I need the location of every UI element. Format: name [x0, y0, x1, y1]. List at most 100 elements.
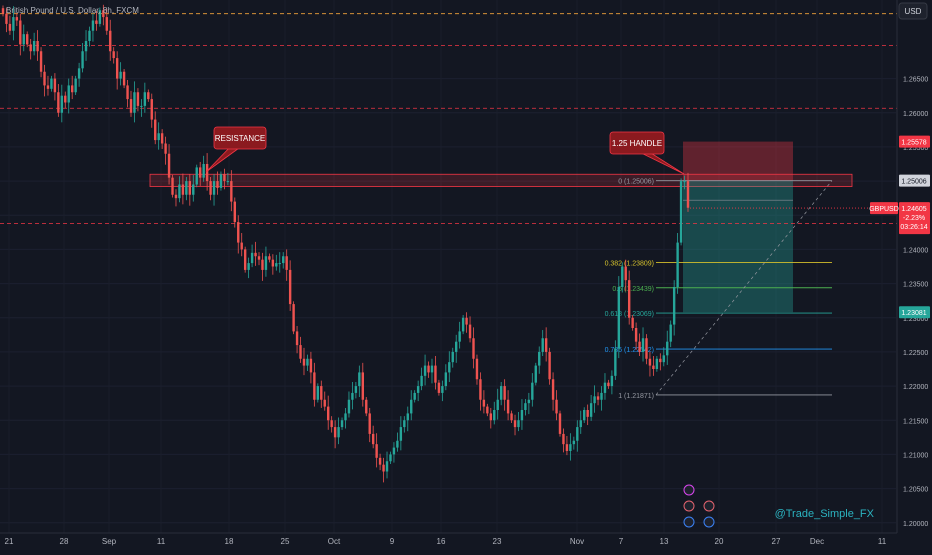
- candle[interactable]: [15, 17, 19, 21]
- candle[interactable]: [382, 464, 385, 472]
- candle[interactable]: [292, 304, 295, 332]
- candle[interactable]: [254, 252, 257, 257]
- event-marker-icon[interactable]: [703, 516, 715, 528]
- candle[interactable]: [427, 365, 430, 373]
- candle[interactable]: [122, 71, 126, 86]
- candle[interactable]: [1, 8, 5, 14]
- candle[interactable]: [558, 413, 562, 434]
- candle[interactable]: [237, 222, 240, 243]
- candle[interactable]: [285, 256, 288, 270]
- candle[interactable]: [347, 399, 351, 414]
- candle[interactable]: [548, 351, 551, 380]
- candle[interactable]: [489, 413, 493, 421]
- candle[interactable]: [520, 410, 524, 421]
- candle[interactable]: [26, 34, 29, 45]
- candle[interactable]: [133, 92, 136, 113]
- candle[interactable]: [482, 399, 486, 407]
- candle[interactable]: [396, 440, 399, 448]
- candle[interactable]: [624, 266, 627, 281]
- candle[interactable]: [410, 399, 413, 414]
- candle[interactable]: [555, 399, 558, 414]
- candle[interactable]: [205, 164, 209, 182]
- candle[interactable]: [479, 379, 482, 400]
- candle[interactable]: [544, 338, 548, 352]
- candle[interactable]: [330, 420, 333, 428]
- candle[interactable]: [631, 317, 634, 328]
- candle[interactable]: [306, 358, 309, 366]
- candle[interactable]: [43, 71, 46, 86]
- event-marker-icon[interactable]: [683, 500, 695, 512]
- candle[interactable]: [461, 317, 465, 332]
- candle[interactable]: [499, 386, 503, 400]
- candle[interactable]: [98, 10, 102, 24]
- candle[interactable]: [109, 30, 112, 52]
- candle[interactable]: [358, 372, 361, 387]
- candle[interactable]: [579, 420, 582, 428]
- currency-button-bg[interactable]: [898, 2, 928, 20]
- candle[interactable]: [50, 78, 53, 89]
- stop-loss-box[interactable]: [683, 141, 793, 181]
- candle[interactable]: [444, 372, 448, 387]
- candle[interactable]: [216, 181, 219, 188]
- candle[interactable]: [392, 447, 396, 455]
- candle[interactable]: [531, 382, 534, 400]
- candle[interactable]: [219, 174, 223, 188]
- candle[interactable]: [465, 317, 468, 325]
- candle[interactable]: [192, 184, 195, 195]
- candle[interactable]: [112, 51, 115, 59]
- candle[interactable]: [70, 85, 74, 93]
- candle[interactable]: [607, 382, 610, 387]
- candle[interactable]: [29, 44, 32, 52]
- candle[interactable]: [164, 143, 167, 154]
- candle[interactable]: [361, 372, 364, 400]
- candle[interactable]: [617, 287, 621, 349]
- candle[interactable]: [32, 41, 36, 52]
- callout-box[interactable]: [213, 126, 267, 150]
- candle[interactable]: [136, 92, 140, 106]
- event-marker-icon[interactable]: [703, 500, 715, 512]
- candle[interactable]: [327, 406, 330, 421]
- candle[interactable]: [437, 382, 441, 393]
- candle[interactable]: [645, 338, 648, 359]
- candle[interactable]: [126, 85, 129, 100]
- candle[interactable]: [662, 355, 665, 363]
- candle[interactable]: [672, 287, 676, 325]
- candle[interactable]: [596, 396, 600, 400]
- candle[interactable]: [666, 341, 669, 356]
- candle[interactable]: [676, 242, 679, 287]
- candle[interactable]: [603, 382, 607, 393]
- candle[interactable]: [496, 399, 499, 410]
- candle[interactable]: [264, 256, 268, 270]
- candle[interactable]: [493, 410, 496, 421]
- candle[interactable]: [309, 358, 313, 373]
- candle[interactable]: [233, 201, 236, 223]
- candle[interactable]: [188, 181, 192, 195]
- candle[interactable]: [686, 181, 690, 208]
- candle[interactable]: [12, 17, 15, 31]
- candle[interactable]: [60, 95, 64, 113]
- candle[interactable]: [212, 181, 216, 195]
- candle[interactable]: [84, 41, 88, 52]
- candle[interactable]: [171, 177, 174, 195]
- candle[interactable]: [250, 252, 254, 264]
- candle[interactable]: [202, 164, 205, 178]
- candle[interactable]: [240, 242, 243, 250]
- candle[interactable]: [209, 181, 212, 195]
- candle[interactable]: [36, 41, 39, 52]
- candle[interactable]: [441, 386, 444, 393]
- candle[interactable]: [46, 85, 50, 89]
- candle[interactable]: [524, 403, 527, 410]
- candle[interactable]: [583, 410, 586, 421]
- candle[interactable]: [320, 386, 323, 400]
- candle[interactable]: [655, 358, 659, 369]
- candle[interactable]: [589, 403, 593, 417]
- candle[interactable]: [174, 194, 178, 199]
- candle[interactable]: [406, 413, 409, 421]
- candle[interactable]: [129, 99, 133, 113]
- candle[interactable]: [19, 20, 22, 45]
- candle[interactable]: [230, 181, 233, 202]
- candle[interactable]: [468, 324, 472, 339]
- candle[interactable]: [448, 362, 451, 373]
- take-profit-box[interactable]: [683, 180, 793, 313]
